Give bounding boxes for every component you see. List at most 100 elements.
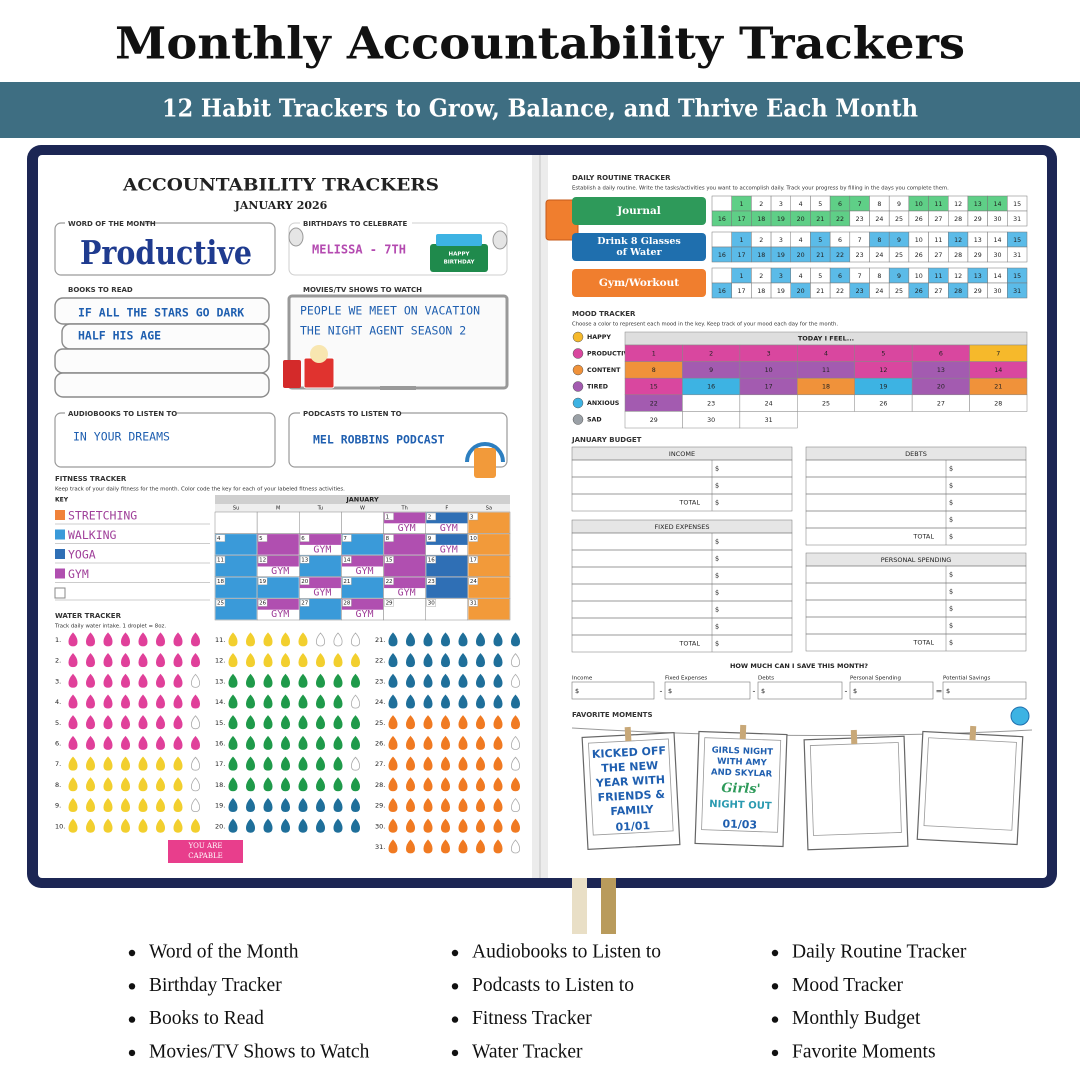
mood-key: ANXIOUS bbox=[587, 400, 620, 407]
droplet bbox=[405, 673, 416, 688]
droplet bbox=[333, 818, 343, 833]
birthday-entry: MELISSA - 7TH bbox=[312, 243, 406, 257]
clothespin bbox=[969, 725, 977, 741]
routine-day: 16 bbox=[718, 252, 726, 259]
ribbon bbox=[572, 878, 587, 934]
droplet bbox=[493, 632, 503, 647]
mood-header-text: TODAY I FEEL... bbox=[798, 335, 854, 343]
water-day: 8. bbox=[55, 781, 61, 789]
droplet bbox=[190, 818, 201, 833]
day-number: 10 bbox=[470, 536, 477, 542]
droplet bbox=[68, 632, 78, 647]
droplet bbox=[120, 798, 131, 813]
droplet bbox=[245, 735, 256, 750]
day-box bbox=[426, 534, 436, 542]
currency: $ bbox=[715, 465, 719, 473]
routine-day: 18 bbox=[757, 216, 765, 223]
section-label: WORD OF THE MONTH bbox=[68, 220, 156, 228]
droplet bbox=[350, 632, 361, 647]
savings-label: Debts bbox=[758, 676, 774, 682]
day-box bbox=[300, 577, 310, 585]
droplet bbox=[280, 777, 291, 792]
feature-item: Favorite Moments bbox=[792, 1041, 936, 1062]
currency: $ bbox=[949, 622, 953, 630]
routine-day: 15 bbox=[1013, 237, 1021, 244]
feature-item: Daily Routine Tracker bbox=[792, 941, 967, 962]
activity-fill bbox=[426, 555, 468, 577]
droplet bbox=[493, 673, 503, 688]
day-number: 4 bbox=[217, 536, 221, 542]
currency: $ bbox=[949, 482, 953, 490]
water-day: 4. bbox=[55, 698, 61, 706]
droplet bbox=[350, 673, 361, 688]
water-day: 12. bbox=[215, 657, 225, 665]
mood-day: 6 bbox=[939, 351, 943, 358]
mood-day: 24 bbox=[765, 400, 773, 407]
droplet bbox=[475, 798, 486, 813]
activity-fill bbox=[426, 512, 468, 524]
routine-day: 6 bbox=[838, 201, 842, 208]
total-label: TOTAL bbox=[678, 640, 700, 648]
mood-day: 21 bbox=[994, 384, 1002, 391]
water-day: 9. bbox=[55, 802, 61, 810]
droplet bbox=[68, 715, 78, 730]
mood-day: 11 bbox=[822, 367, 830, 374]
section-label: AUDIOBOOKS TO LISTEN TO bbox=[68, 410, 177, 418]
droplet bbox=[245, 798, 256, 813]
routine-day: 9 bbox=[897, 201, 901, 208]
routine-day: 21 bbox=[816, 288, 824, 295]
routine-label-box bbox=[572, 269, 706, 297]
droplet bbox=[458, 839, 468, 854]
routine-day: 19 bbox=[777, 288, 785, 295]
day-box bbox=[257, 556, 268, 564]
droplet bbox=[423, 673, 433, 688]
activity-fill bbox=[341, 598, 384, 610]
droplet bbox=[298, 818, 308, 833]
day-number: 14 bbox=[343, 558, 350, 564]
activity-fill bbox=[384, 577, 426, 589]
activity-fill bbox=[426, 577, 468, 598]
droplet bbox=[493, 653, 503, 668]
droplet bbox=[120, 673, 131, 688]
mood-cell bbox=[739, 411, 798, 429]
routine-day: 8 bbox=[877, 201, 881, 208]
activity-fill bbox=[468, 512, 510, 534]
routine-day: 3 bbox=[779, 201, 783, 208]
mood-day: 2 bbox=[709, 351, 713, 358]
droplet bbox=[510, 735, 521, 750]
droplet bbox=[405, 818, 416, 833]
droplet bbox=[190, 653, 201, 668]
droplet bbox=[475, 818, 486, 833]
section-label: DAILY ROUTINE TRACKER bbox=[572, 174, 671, 182]
routine-day: 14 bbox=[993, 237, 1001, 244]
droplet bbox=[458, 777, 468, 792]
mood-key: CONTENT bbox=[587, 367, 621, 374]
camera-icon bbox=[1010, 706, 1030, 726]
moment-text: THE NEW bbox=[601, 759, 659, 775]
activity-label: GYM bbox=[398, 588, 416, 599]
routine-cell bbox=[1007, 210, 1028, 227]
clothespin bbox=[850, 729, 858, 745]
day-number: 1 bbox=[386, 514, 390, 520]
water-day: 1. bbox=[55, 636, 61, 644]
currency: $ bbox=[949, 499, 953, 507]
description: Establish a daily routine. Write the tas… bbox=[572, 186, 949, 192]
calendar-header bbox=[215, 495, 510, 504]
key-swatch bbox=[55, 568, 65, 579]
routine-day: 9 bbox=[897, 273, 901, 280]
mood-icon bbox=[572, 397, 584, 409]
routine-day: 25 bbox=[895, 216, 903, 223]
routine-day: 27 bbox=[934, 288, 942, 295]
routine-day: 7 bbox=[858, 273, 862, 280]
droplet bbox=[155, 735, 166, 750]
audiobook-entry: IN YOUR DREAMS bbox=[73, 430, 170, 444]
day-number: 31 bbox=[470, 601, 477, 607]
day-number: 13 bbox=[301, 558, 308, 564]
currency: $ bbox=[949, 516, 953, 524]
droplet bbox=[405, 715, 416, 730]
mood-day: 26 bbox=[879, 400, 887, 407]
mood-day: 19 bbox=[879, 384, 887, 391]
droplet bbox=[475, 673, 486, 688]
droplet bbox=[388, 839, 398, 854]
droplet bbox=[510, 653, 521, 668]
